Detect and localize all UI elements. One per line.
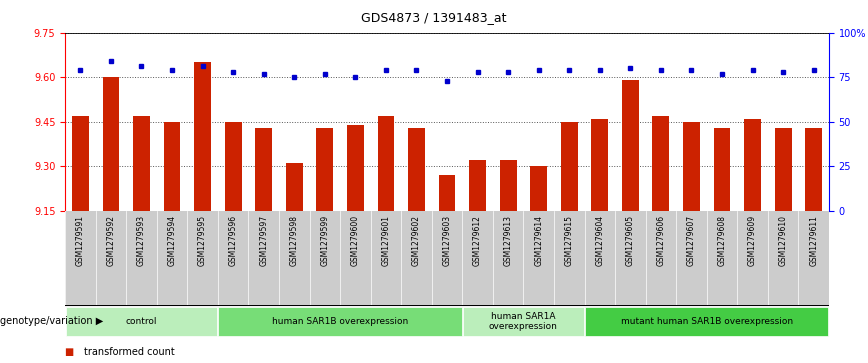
Bar [378,116,394,211]
Bar [470,160,486,211]
Text: GSM1279612: GSM1279612 [473,215,482,266]
Text: GSM1279591: GSM1279591 [76,215,85,266]
Bar [713,127,730,211]
Bar [286,163,303,211]
Text: GSM1279606: GSM1279606 [656,215,666,266]
Text: GSM1279610: GSM1279610 [779,215,787,266]
Bar [219,306,462,336]
Bar [530,166,547,211]
Text: GSM1279604: GSM1279604 [595,215,604,266]
Bar [622,80,639,211]
Text: GSM1279600: GSM1279600 [351,215,360,266]
Text: GSM1279599: GSM1279599 [320,215,329,266]
Bar [66,306,217,336]
Text: GSM1279608: GSM1279608 [718,215,727,266]
Bar [133,116,150,211]
Bar [408,127,424,211]
Bar [72,116,89,211]
Text: transformed count: transformed count [84,347,175,357]
Bar [775,127,792,211]
Bar [102,77,119,211]
Text: GSM1279596: GSM1279596 [228,215,238,266]
Text: control: control [126,317,157,326]
Text: GDS4873 / 1391483_at: GDS4873 / 1391483_at [361,11,507,24]
Text: human SAR1B overexpression: human SAR1B overexpression [272,317,408,326]
Text: GSM1279601: GSM1279601 [381,215,391,266]
Bar [164,122,181,211]
Text: GSM1279609: GSM1279609 [748,215,757,266]
Bar [438,175,456,211]
Text: GSM1279597: GSM1279597 [260,215,268,266]
Bar [585,306,828,336]
Bar [255,127,272,211]
Bar [500,160,516,211]
Text: mutant human SAR1B overexpression: mutant human SAR1B overexpression [621,317,792,326]
Bar [683,122,700,211]
Text: GSM1279594: GSM1279594 [168,215,176,266]
Text: GSM1279607: GSM1279607 [687,215,696,266]
Text: GSM1279595: GSM1279595 [198,215,207,266]
Text: ■: ■ [65,347,77,357]
Text: GSM1279613: GSM1279613 [503,215,513,266]
Bar [194,62,211,211]
Text: GSM1279602: GSM1279602 [412,215,421,266]
Text: human SAR1A
overexpression: human SAR1A overexpression [489,311,558,331]
Text: GSM1279603: GSM1279603 [443,215,451,266]
Text: GSM1279592: GSM1279592 [107,215,115,266]
Text: GSM1279614: GSM1279614 [534,215,543,266]
Text: GSM1279605: GSM1279605 [626,215,635,266]
Bar [806,127,822,211]
Text: GSM1279593: GSM1279593 [137,215,146,266]
Bar [317,127,333,211]
Bar [561,122,577,211]
Text: GSM1279598: GSM1279598 [290,215,299,266]
Bar [591,119,608,211]
Bar [463,306,584,336]
Bar [225,122,241,211]
Bar [744,119,761,211]
Text: GSM1279611: GSM1279611 [809,215,819,266]
Bar [653,116,669,211]
Text: genotype/variation ▶: genotype/variation ▶ [0,316,103,326]
Bar [347,125,364,211]
Text: GSM1279615: GSM1279615 [565,215,574,266]
